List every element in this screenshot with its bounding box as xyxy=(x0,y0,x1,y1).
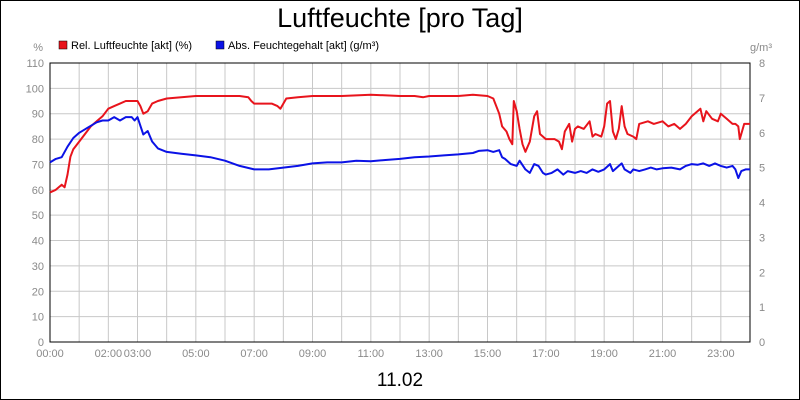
legend-swatch-rel-humidity xyxy=(58,40,68,50)
legend: Rel. Luftfeuchte [akt] (%) Abs. Feuchteg… xyxy=(58,40,379,52)
y-left-tick-label: 60 xyxy=(32,185,44,197)
y-left-tick-label: 110 xyxy=(26,58,44,70)
y-left-tick-label: 80 xyxy=(32,134,44,146)
y-left-tick-label: 40 xyxy=(32,236,44,248)
y-left-unit: % xyxy=(33,42,43,54)
legend-label-rel-humidity: Rel. Luftfeuchte [akt] (%) xyxy=(71,40,192,52)
legend-label-abs-humidity: Abs. Feuchtegehalt [akt] (g/m³) xyxy=(228,40,379,52)
chart-title: Luftfeuchte [pro Tag] xyxy=(277,3,523,33)
y-right-tick-label: 5 xyxy=(759,163,765,175)
y-right-tick-label: 4 xyxy=(759,198,765,210)
x-tick-label: 15:00 xyxy=(474,348,502,360)
legend-swatch-abs-humidity xyxy=(215,40,225,50)
x-tick-label: 23:00 xyxy=(707,348,735,360)
y-left-tick-label: 90 xyxy=(32,109,44,121)
x-tick-label: 21:00 xyxy=(649,348,677,360)
y-left-tick-label: 50 xyxy=(32,210,44,222)
y-right-tick-label: 6 xyxy=(759,128,765,140)
x-tick-label: 13:00 xyxy=(415,348,443,360)
y-left-tick-label: 100 xyxy=(26,83,44,95)
y-right-tick-label: 1 xyxy=(759,302,765,314)
x-tick-label: 17:00 xyxy=(532,348,560,360)
x-tick-label: 05:00 xyxy=(182,348,210,360)
axes: 0 10 20 30 40 50 60 70 80 90 100 110 0 1 2 3 4 5 6 7 8 00:00 0… xyxy=(26,58,765,360)
y-right-tick-label: 0 xyxy=(759,337,765,349)
y-right-tick-label: 7 xyxy=(759,93,765,105)
y-right-tick-label: 2 xyxy=(759,267,765,279)
series-line-rel-humidity xyxy=(49,93,750,194)
series-lines xyxy=(49,93,750,194)
x-tick-label: 07:00 xyxy=(240,348,268,360)
series-line-abs-humidity xyxy=(49,116,750,180)
y-left-tick-label: 10 xyxy=(32,312,44,324)
x-tick-label: 09:00 xyxy=(299,348,327,360)
grid xyxy=(49,62,751,343)
y-left-tick-label: 0 xyxy=(38,337,44,349)
y-left-tick-label: 30 xyxy=(32,261,44,273)
y-left-tick-label: 20 xyxy=(32,286,44,298)
x-tick-label: 00:00 xyxy=(36,348,64,360)
date-label: 11.02 xyxy=(377,370,423,391)
y-left-tick-label: 70 xyxy=(32,159,44,171)
y-right-tick-label: 8 xyxy=(759,58,765,70)
y-right-unit: g/m³ xyxy=(750,42,772,54)
x-tick-label: 19:00 xyxy=(590,348,618,360)
plot-area-border xyxy=(49,62,751,343)
x-tick-label: 02:00 xyxy=(95,348,123,360)
x-tick-label: 11:00 xyxy=(357,348,384,360)
y-right-tick-label: 3 xyxy=(759,232,765,244)
x-tick-label: 03:00 xyxy=(124,348,152,360)
